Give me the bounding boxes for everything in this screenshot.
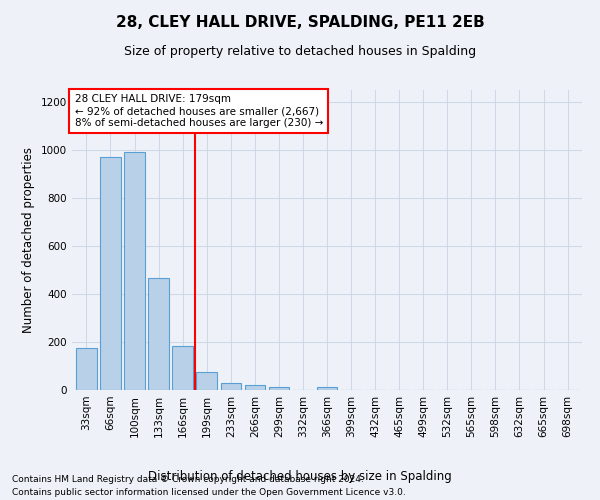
Text: Contains public sector information licensed under the Open Government Licence v3: Contains public sector information licen…	[12, 488, 406, 497]
Bar	[245, 384, 265, 390]
Bar	[196, 372, 217, 390]
Y-axis label: Number of detached properties: Number of detached properties	[22, 147, 35, 333]
Bar	[221, 383, 241, 390]
Bar	[148, 278, 169, 390]
Text: Size of property relative to detached houses in Spalding: Size of property relative to detached ho…	[124, 45, 476, 58]
Text: 28 CLEY HALL DRIVE: 179sqm
← 92% of detached houses are smaller (2,667)
8% of se: 28 CLEY HALL DRIVE: 179sqm ← 92% of deta…	[74, 94, 323, 128]
Text: Contains HM Land Registry data © Crown copyright and database right 2024.: Contains HM Land Registry data © Crown c…	[12, 476, 364, 484]
Bar	[269, 386, 289, 390]
Bar	[317, 386, 337, 390]
Text: Distribution of detached houses by size in Spalding: Distribution of detached houses by size …	[148, 470, 452, 483]
Bar	[100, 157, 121, 390]
Text: 28, CLEY HALL DRIVE, SPALDING, PE11 2EB: 28, CLEY HALL DRIVE, SPALDING, PE11 2EB	[116, 15, 484, 30]
Bar	[76, 348, 97, 390]
Bar	[172, 346, 193, 390]
Bar	[124, 152, 145, 390]
